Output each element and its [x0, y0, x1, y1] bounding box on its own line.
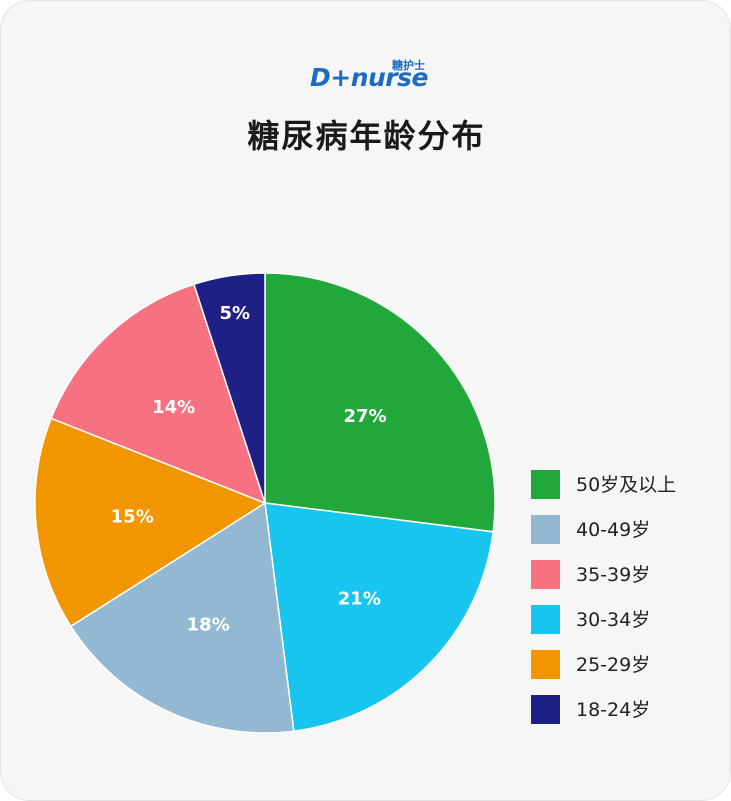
legend-swatch: [531, 515, 560, 544]
pie-slice-50岁及以上: [264, 272, 496, 533]
pie-slice-40-49岁: [69, 501, 295, 734]
pie-slice-25-29岁: [34, 417, 267, 628]
pie-slice-label: 5%: [219, 303, 250, 324]
pie-slice-label: 15%: [111, 507, 154, 528]
legend-label: 35-39岁: [576, 564, 651, 586]
legend-swatch: [531, 560, 560, 589]
pie-slice-18-24岁: [192, 272, 266, 504]
legend-label: 50岁及以上: [576, 474, 677, 496]
legend-label: 18-24岁: [576, 699, 651, 721]
legend-label: 30-34岁: [576, 609, 651, 631]
legend-swatch: [531, 470, 560, 499]
chart-title: 糖尿病年龄分布: [247, 117, 486, 155]
legend-swatch: [531, 695, 560, 724]
legend-label: 25-29岁: [576, 654, 651, 676]
brand-logo-subtext: 糖护士: [392, 59, 425, 72]
pie-slice-30-34岁: [264, 502, 495, 733]
pie-slice-label: 14%: [152, 397, 195, 418]
brand-logo-text: D+nurse: [310, 63, 428, 92]
pie-slice-label: 18%: [187, 615, 230, 636]
pie-slice-label: 27%: [344, 406, 387, 427]
legend-swatch: [531, 650, 560, 679]
pie-slice-label: 21%: [338, 588, 381, 609]
brand-logo: D+nurse 糖护士: [310, 59, 428, 95]
legend-swatch: [531, 605, 560, 634]
legend-label: 40-49岁: [576, 519, 651, 541]
